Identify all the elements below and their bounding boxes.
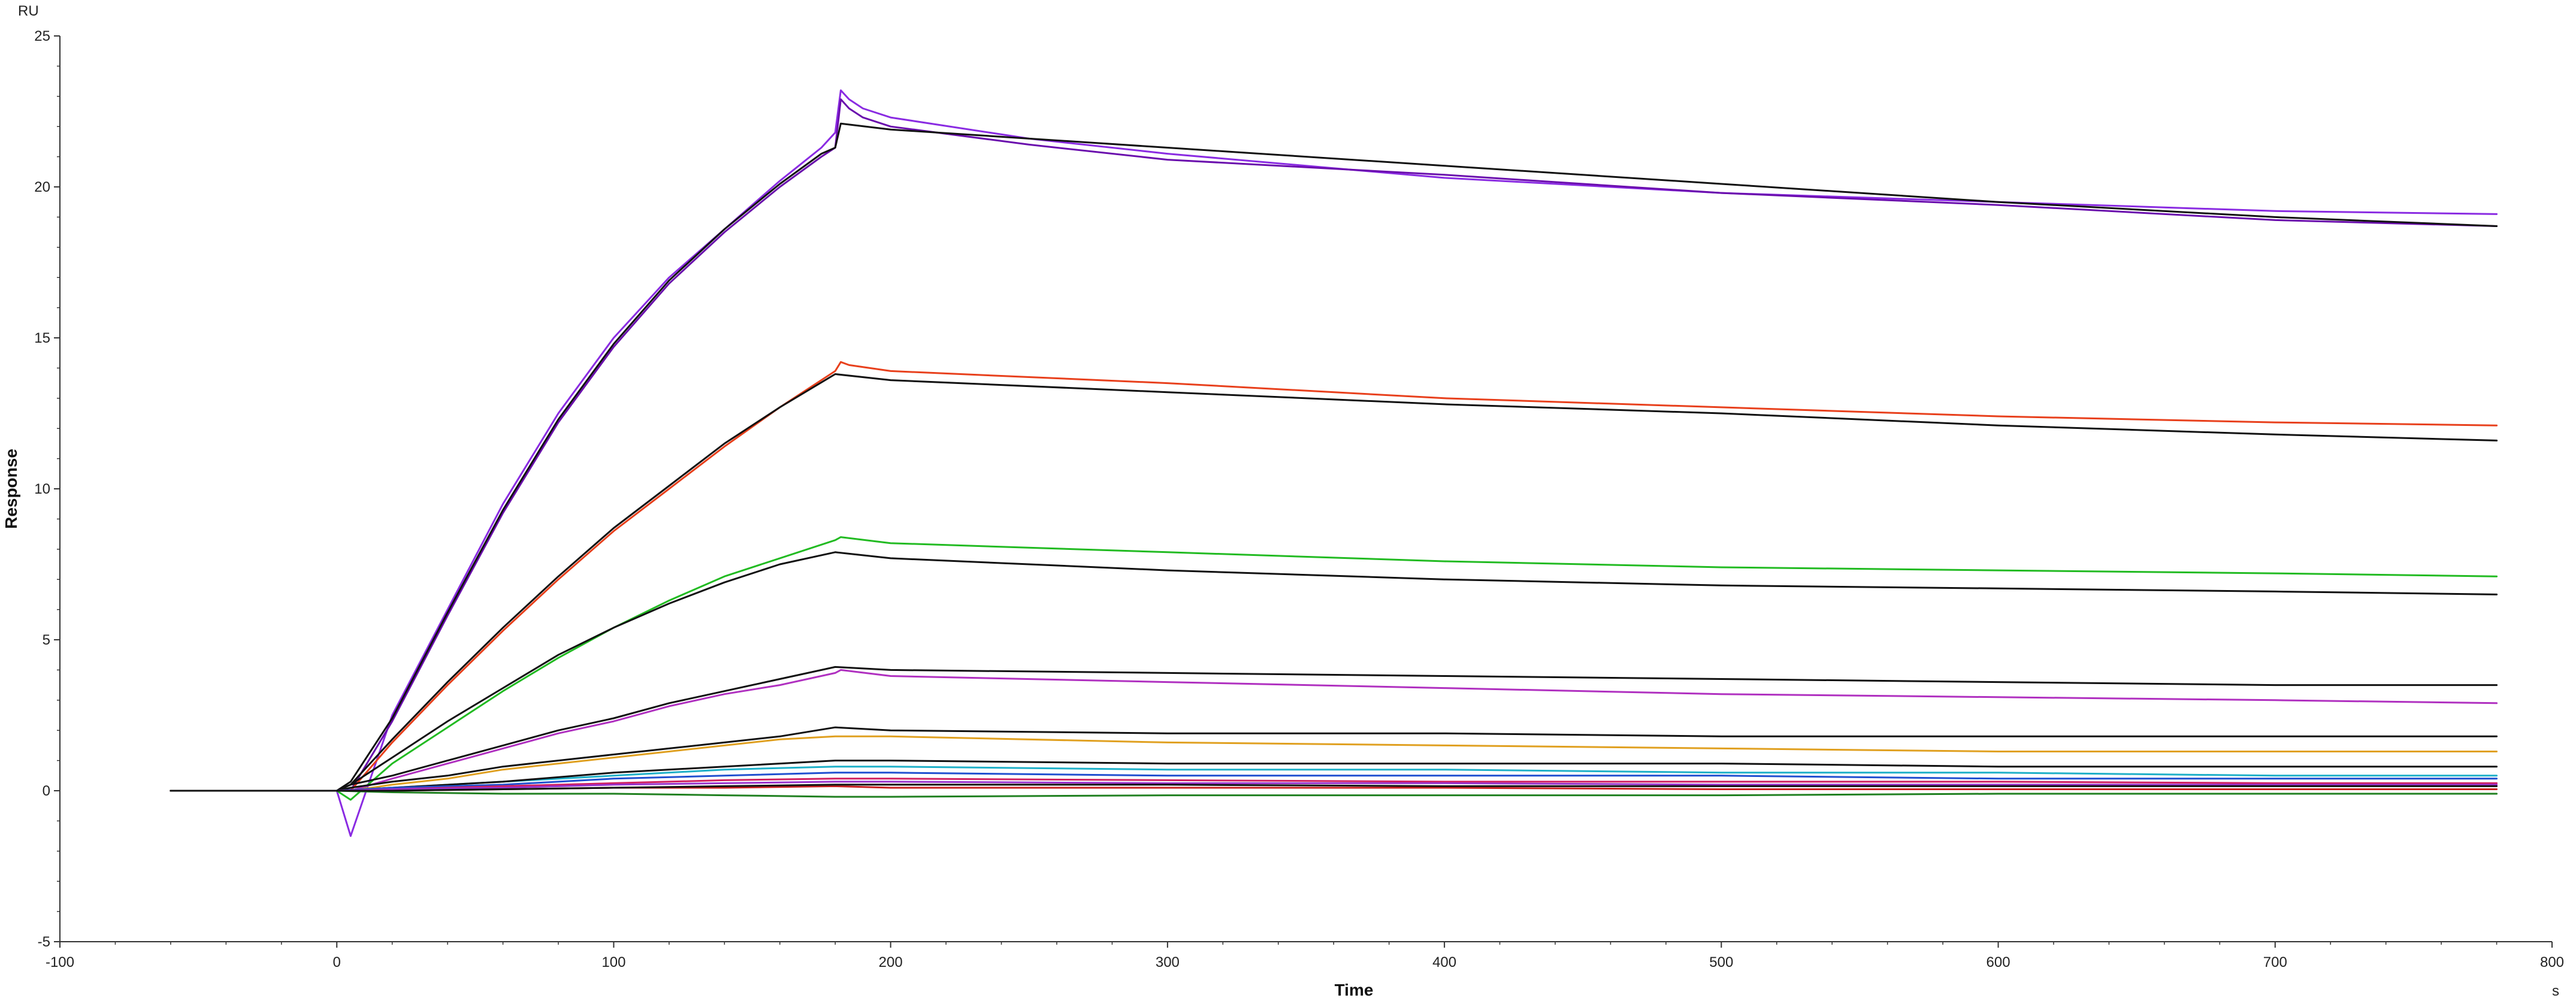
x-tick-label: 400 bbox=[1432, 954, 1456, 970]
y-axis-title: Response bbox=[2, 449, 20, 529]
series-line-8 bbox=[170, 669, 2498, 792]
y-tick-label: 20 bbox=[34, 179, 50, 195]
x-tick-label: 300 bbox=[1156, 954, 1180, 970]
series-line-1 bbox=[170, 89, 2498, 837]
x-tick-label: 0 bbox=[333, 954, 341, 970]
series-line-3 bbox=[170, 122, 2498, 792]
x-axis-title: Time bbox=[1335, 981, 1374, 999]
series-line-5 bbox=[170, 373, 2498, 792]
series-line-19 bbox=[170, 784, 2498, 792]
series-line-16 bbox=[170, 781, 2498, 792]
y-tick-label: 10 bbox=[34, 481, 50, 497]
x-tick-label: 800 bbox=[2540, 954, 2564, 970]
series-line-11 bbox=[170, 726, 2498, 792]
y-tick-label: 5 bbox=[43, 632, 50, 648]
x-tick-label: 200 bbox=[879, 954, 903, 970]
series-line-14 bbox=[170, 772, 2498, 792]
series-line-18 bbox=[170, 790, 2498, 798]
y-tick-label: 25 bbox=[34, 28, 50, 44]
y-axis-ticks: -5 0 5 10 15 20 25 bbox=[34, 28, 60, 950]
series-line-9 bbox=[170, 666, 2498, 792]
x-tick-label: 600 bbox=[1987, 954, 2010, 970]
x-axis-ticks: -100 0 100 200 300 400 500 600 700 800 bbox=[46, 942, 2564, 970]
series-layer bbox=[170, 89, 2498, 837]
x-tick-label: 700 bbox=[2263, 954, 2287, 970]
y-tick-label: 15 bbox=[34, 330, 50, 346]
series-line-10 bbox=[170, 735, 2498, 792]
x-tick-label: -100 bbox=[46, 954, 74, 970]
y-tick-label: -5 bbox=[38, 934, 50, 950]
y-tick-label: 0 bbox=[43, 783, 50, 799]
x-tick-label: 500 bbox=[1709, 954, 1733, 970]
series-line-7 bbox=[170, 551, 2498, 792]
x-unit-label: s bbox=[2552, 983, 2559, 999]
x-tick-label: 100 bbox=[601, 954, 625, 970]
y-unit-label: RU bbox=[18, 3, 39, 19]
series-line-2 bbox=[170, 98, 2498, 792]
series-line-6 bbox=[170, 536, 2498, 801]
